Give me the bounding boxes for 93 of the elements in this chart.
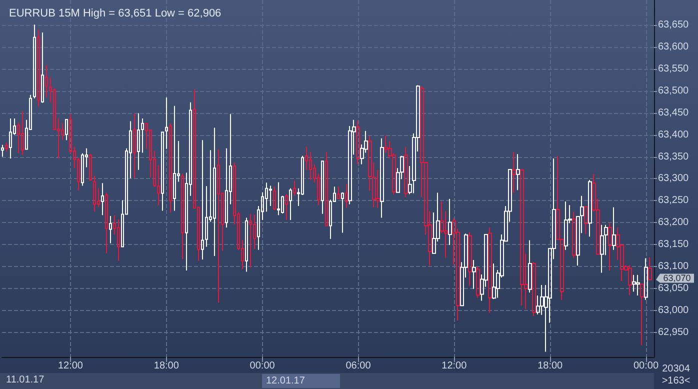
candlestick: [105, 192, 108, 254]
candlestick: [584, 205, 588, 235]
candlestick: [628, 264, 632, 296]
candlestick: [528, 240, 532, 293]
candlestick: [644, 258, 648, 300]
y-tick-label: 63,400: [658, 129, 690, 140]
candlestick: [5, 142, 8, 152]
candlestick: [41, 32, 44, 104]
candlestick: [93, 175, 96, 212]
y-tick-label: 62,950: [658, 326, 690, 338]
candlestick: [468, 232, 472, 286]
y-tick-label: 63,250: [658, 195, 690, 206]
candlestick: [117, 219, 120, 262]
candlestick: [213, 127, 216, 257]
y-tick-label: 63,300: [658, 173, 690, 184]
candlestick: [476, 266, 480, 298]
y-tick-label: 63,650: [658, 20, 690, 31]
y-tick-label: 63,000: [658, 304, 690, 316]
x-tick-label: 00:00: [250, 360, 276, 372]
candlestick: [89, 154, 92, 181]
x-tick-label: 18:00: [154, 360, 180, 372]
text: >163<: [662, 376, 690, 386]
candlestick: [612, 206, 616, 250]
candlestick: [173, 105, 176, 212]
text: 12.01.17: [266, 376, 306, 386]
candlestick: [21, 110, 24, 156]
candlestick: [404, 146, 408, 198]
candlestick: [161, 132, 164, 212]
text: 63,070: [663, 273, 691, 284]
candlestick: [632, 274, 636, 292]
candlestick: [65, 118, 68, 141]
x-tick-label: 00:00: [633, 360, 659, 372]
candlestick: [101, 182, 104, 216]
y-tick-label: 63,600: [658, 41, 690, 52]
candlestick: [45, 64, 48, 98]
candlestick: [9, 118, 12, 160]
candlestick: [520, 169, 524, 306]
candlestick: [249, 213, 252, 268]
y-tick-label: 63,500: [658, 85, 690, 96]
text: EURRUB 15M High = 63,651 Low = 62,906: [9, 8, 222, 20]
candlestick: [532, 262, 536, 317]
y-tick-label: 63,200: [658, 217, 690, 228]
candlestick: [572, 211, 576, 258]
candlestick: [608, 222, 612, 271]
candlestick: [512, 151, 516, 194]
candlestick: [345, 183, 348, 208]
candlestick: [564, 201, 568, 250]
candlestick: [293, 180, 296, 196]
candlestick: [277, 182, 280, 216]
candlestick: [448, 198, 452, 246]
candlestick: [37, 29, 40, 108]
text: 11.01.17: [6, 374, 45, 386]
candlestick: [285, 194, 288, 220]
candlestick: [217, 148, 220, 304]
candlestick: [325, 151, 328, 226]
y-tick-label: 63,100: [658, 261, 690, 272]
candlestick: [648, 256, 652, 281]
candlestick: [321, 160, 324, 214]
candlestick: [245, 217, 248, 272]
text: 20304: [662, 364, 690, 374]
x-tick-label: 12:00: [58, 360, 84, 372]
candlestick: [492, 262, 496, 300]
candlestick: [181, 172, 184, 260]
candlestick: [341, 192, 344, 234]
candlestick: [165, 96, 168, 150]
y-tick-label: 63,350: [658, 151, 690, 162]
candlestick: [133, 112, 136, 178]
candlestick: [201, 140, 204, 260]
candlestick: [337, 186, 340, 199]
x-tick-label: 18:00: [538, 360, 564, 372]
y-tick-label: 63,550: [658, 63, 690, 74]
candlestick: [588, 180, 592, 238]
candlestick: [137, 112, 140, 170]
candlestick: [169, 122, 172, 214]
candlestick: [636, 274, 640, 296]
y-tick-label: 63,450: [658, 107, 690, 118]
candlestick: [640, 284, 644, 346]
y-tick-label: 63,050: [658, 283, 690, 294]
candlestick: [1, 144, 4, 158]
candlestick: [600, 224, 604, 274]
candlestick: [33, 24, 36, 99]
candlestick: [516, 154, 520, 191]
candlestick: [109, 216, 112, 244]
x-tick-label: 06:00: [346, 360, 372, 372]
candlestick: [81, 152, 84, 186]
x-tick-label: 12:00: [442, 360, 468, 372]
candlestick: [356, 120, 360, 165]
y-tick-label: 63,150: [658, 239, 690, 250]
candlestick: [488, 226, 492, 314]
candlestick: [380, 138, 384, 218]
candlestick: [273, 186, 276, 210]
candlestick: [289, 188, 292, 220]
candlestick: [472, 259, 476, 290]
